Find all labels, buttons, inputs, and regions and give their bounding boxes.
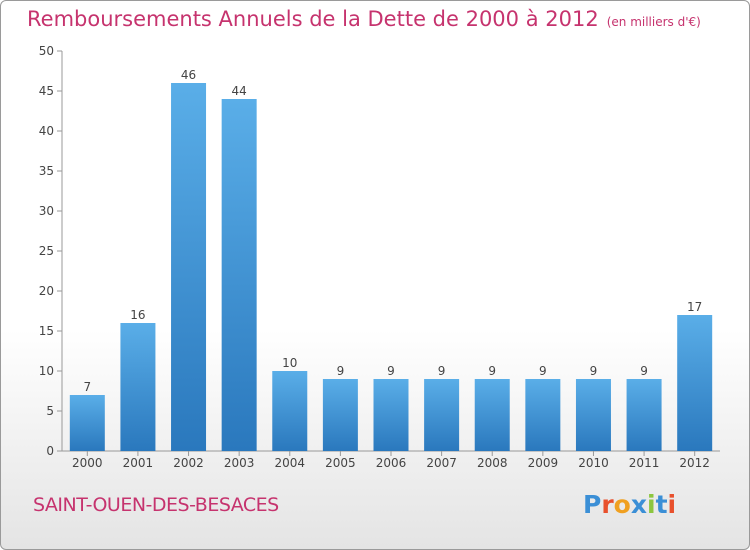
logo-letter: i <box>667 490 677 519</box>
data-label: 9 <box>539 364 547 378</box>
logo-letter: t <box>655 490 668 519</box>
data-label: 46 <box>181 68 196 82</box>
data-label: 9 <box>337 364 345 378</box>
data-label: 16 <box>130 308 145 322</box>
x-tick-label: 2003 <box>224 456 255 470</box>
x-tick-label: 2005 <box>325 456 356 470</box>
logo-letter: x <box>630 490 647 519</box>
x-tick-label: 2008 <box>477 456 508 470</box>
bar-2008 <box>474 379 510 451</box>
y-tick-label: 20 <box>39 284 54 298</box>
x-tick-label: 2001 <box>123 456 154 470</box>
commune-name: SAINT-OUEN-DES-BESACES <box>33 494 279 516</box>
bar-2000 <box>69 395 105 451</box>
bar-2004 <box>272 371 308 451</box>
bar-2011 <box>626 379 662 451</box>
y-tick-label: 10 <box>39 364 54 378</box>
bar-2009 <box>525 379 561 451</box>
data-label: 17 <box>687 300 702 314</box>
data-label: 44 <box>232 84 247 98</box>
y-tick-label: 15 <box>39 324 54 338</box>
bar-2007 <box>424 379 460 451</box>
bar-2003 <box>221 99 257 451</box>
logo-letter: r <box>601 490 614 519</box>
bar-2005 <box>322 379 358 451</box>
y-tick-label: 45 <box>39 84 54 98</box>
data-label: 9 <box>488 364 496 378</box>
title-text: Remboursements Annuels de la Dette de 20… <box>27 7 599 31</box>
chart-title: Remboursements Annuels de la Dette de 20… <box>27 7 701 31</box>
logo-letter: P <box>583 490 602 519</box>
y-tick-label: 25 <box>39 244 54 258</box>
bar-2006 <box>373 379 409 451</box>
x-tick-label: 2004 <box>274 456 305 470</box>
bar-2010 <box>575 379 611 451</box>
x-tick-label: 2009 <box>528 456 559 470</box>
data-label: 9 <box>590 364 598 378</box>
data-label: 9 <box>387 364 395 378</box>
y-tick-label: 50 <box>39 44 54 58</box>
x-tick-label: 2010 <box>578 456 609 470</box>
y-tick-label: 35 <box>39 164 54 178</box>
y-tick-label: 0 <box>46 444 54 458</box>
bar-2012 <box>677 315 713 451</box>
bar-2001 <box>120 323 156 451</box>
y-tick-label: 5 <box>46 404 54 418</box>
x-tick-label: 2011 <box>629 456 660 470</box>
data-label: 9 <box>640 364 648 378</box>
bar-2002 <box>171 83 207 451</box>
x-tick-label: 2012 <box>679 456 710 470</box>
x-tick-label: 2000 <box>72 456 103 470</box>
data-label: 10 <box>282 356 297 370</box>
data-label: 9 <box>438 364 446 378</box>
x-tick-label: 2006 <box>376 456 407 470</box>
logo-letter: i <box>647 490 656 519</box>
x-tick-label: 2007 <box>426 456 457 470</box>
data-label: 7 <box>83 380 91 394</box>
y-tick-label: 40 <box>39 124 54 138</box>
x-tick-label: 2002 <box>173 456 204 470</box>
logo-letter: o <box>613 490 631 519</box>
proxiti-logo: Proxiti <box>583 490 676 519</box>
y-tick-label: 30 <box>39 204 54 218</box>
unit-label: (en milliers d'€) <box>606 15 701 29</box>
